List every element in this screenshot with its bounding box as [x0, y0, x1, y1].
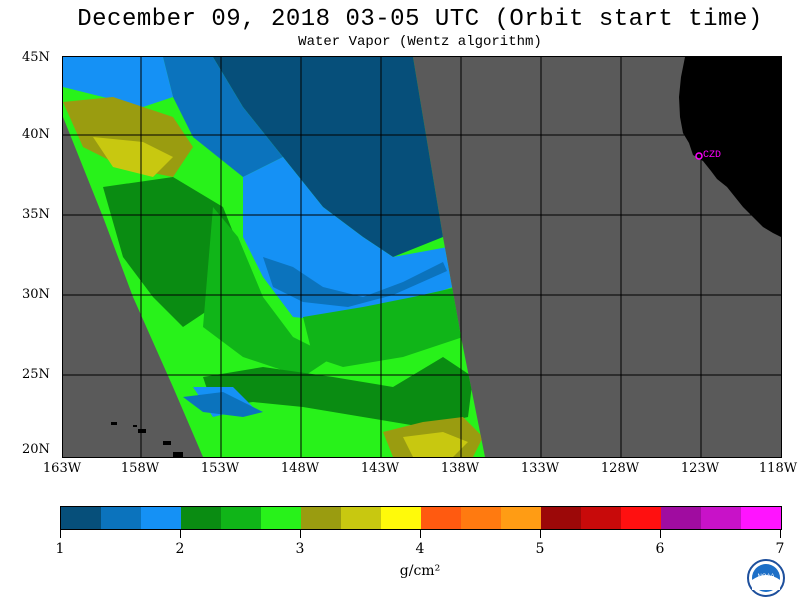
colorbar-tick	[540, 530, 541, 538]
colorbar-segment	[501, 507, 541, 529]
lat-label-20n: 20N	[22, 442, 50, 457]
colorbar-tick-label: 1	[55, 541, 65, 557]
colorbar-tick-label: 7	[775, 541, 785, 557]
lon-label-123w: 123W	[680, 461, 720, 476]
colorbar-segment	[421, 507, 461, 529]
colorbar-segment	[581, 507, 621, 529]
colorbar-segment	[261, 507, 301, 529]
colorbar-segment	[461, 507, 501, 529]
colorbar-tick	[60, 530, 61, 538]
lon-label-118w: 118W	[758, 461, 798, 476]
colorbar-tick-label: 2	[175, 541, 185, 557]
map-title: December 09, 2018 03-05 UTC (Orbit start…	[77, 6, 763, 33]
svg-text:NOAA: NOAA	[757, 574, 774, 580]
colorbar-segment	[341, 507, 381, 529]
lon-label-128w: 128W	[600, 461, 640, 476]
colorbar-segment	[701, 507, 741, 529]
colorbar-segment	[301, 507, 341, 529]
station-label: CZD	[703, 150, 721, 161]
colorbar-tick	[180, 530, 181, 538]
colorbar-segment	[621, 507, 661, 529]
colorbar-tick	[660, 530, 661, 538]
lat-label-45n: 45N	[22, 50, 50, 65]
lat-label-30n: 30N	[22, 287, 50, 302]
lon-label-158w: 158W	[120, 461, 160, 476]
lon-label-148w: 148W	[280, 461, 320, 476]
colorbar-tick	[780, 530, 781, 538]
noaa-logo: NOAA	[736, 556, 796, 600]
hawaii-islands	[111, 422, 183, 457]
colorbar-tick-label: 6	[655, 541, 665, 557]
lon-label-143w: 143W	[360, 461, 400, 476]
colorbar-segment	[221, 507, 261, 529]
land-california	[679, 57, 781, 237]
colorbar-segment	[541, 507, 581, 529]
colorbar-segment	[381, 507, 421, 529]
colorbar-tick	[300, 530, 301, 538]
colorbar-tick-label: 5	[535, 541, 545, 557]
graticule	[63, 57, 781, 457]
colorbar-segment	[61, 507, 101, 529]
colorbar-tick-label: 3	[295, 541, 305, 557]
lat-label-35n: 35N	[22, 207, 50, 222]
lon-label-153w: 153W	[200, 461, 240, 476]
lat-label-40n: 40N	[22, 127, 50, 142]
lon-label-133w: 133W	[520, 461, 560, 476]
lon-label-138w: 138W	[440, 461, 480, 476]
station-czd: CZD	[695, 150, 721, 161]
colorbar	[60, 506, 782, 530]
water-vapor-map: CZD	[62, 56, 782, 458]
colorbar-segment	[101, 507, 141, 529]
colorbar-segment	[661, 507, 701, 529]
lat-label-25n: 25N	[22, 367, 50, 382]
map-subtitle: Water Vapor (Wentz algorithm)	[298, 34, 542, 50]
units-label: g/cm²	[399, 563, 441, 579]
colorbar-segment	[741, 507, 781, 529]
lon-label-163w: 163W	[42, 461, 82, 476]
colorbar-segment	[181, 507, 221, 529]
colorbar-segment	[141, 507, 181, 529]
colorbar-tick-label: 4	[415, 541, 425, 557]
colorbar-tick	[420, 530, 421, 538]
